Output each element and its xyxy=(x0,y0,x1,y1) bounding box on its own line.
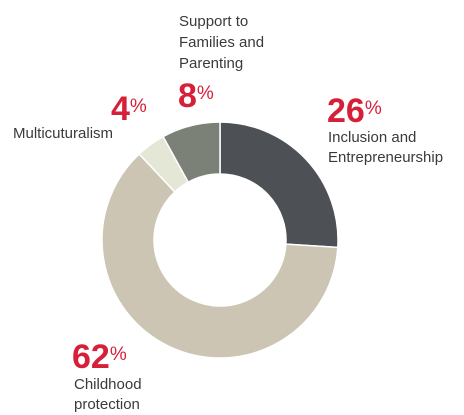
donut-slices xyxy=(101,121,339,359)
support-families-label-line-3: Parenting xyxy=(179,55,244,72)
childhood-protection-value: 62% xyxy=(72,338,127,376)
donut-slice-0 xyxy=(219,121,339,249)
childhood-protection-label-line-1: Childhood xyxy=(74,376,142,393)
inclusion-entrepreneurship-value: 26% xyxy=(327,92,382,130)
inclusion-entrepreneurship-label-line-2: Entrepreneurship xyxy=(328,149,444,166)
multiculturalism-label: Multicuturalism xyxy=(13,125,114,142)
donut-slice-1 xyxy=(101,152,339,359)
support-families-label-line-2: Families and xyxy=(179,34,265,51)
multiculturalism-value: 4% xyxy=(111,90,147,128)
inclusion-entrepreneurship-label-line-1: Inclusion and xyxy=(328,129,417,146)
childhood-protection-label-line-2: protection xyxy=(74,396,140,413)
support-families-value: 8% xyxy=(178,77,214,115)
support-families-label-line-1: Support to xyxy=(179,13,249,30)
donut-slice-3 xyxy=(162,121,221,184)
